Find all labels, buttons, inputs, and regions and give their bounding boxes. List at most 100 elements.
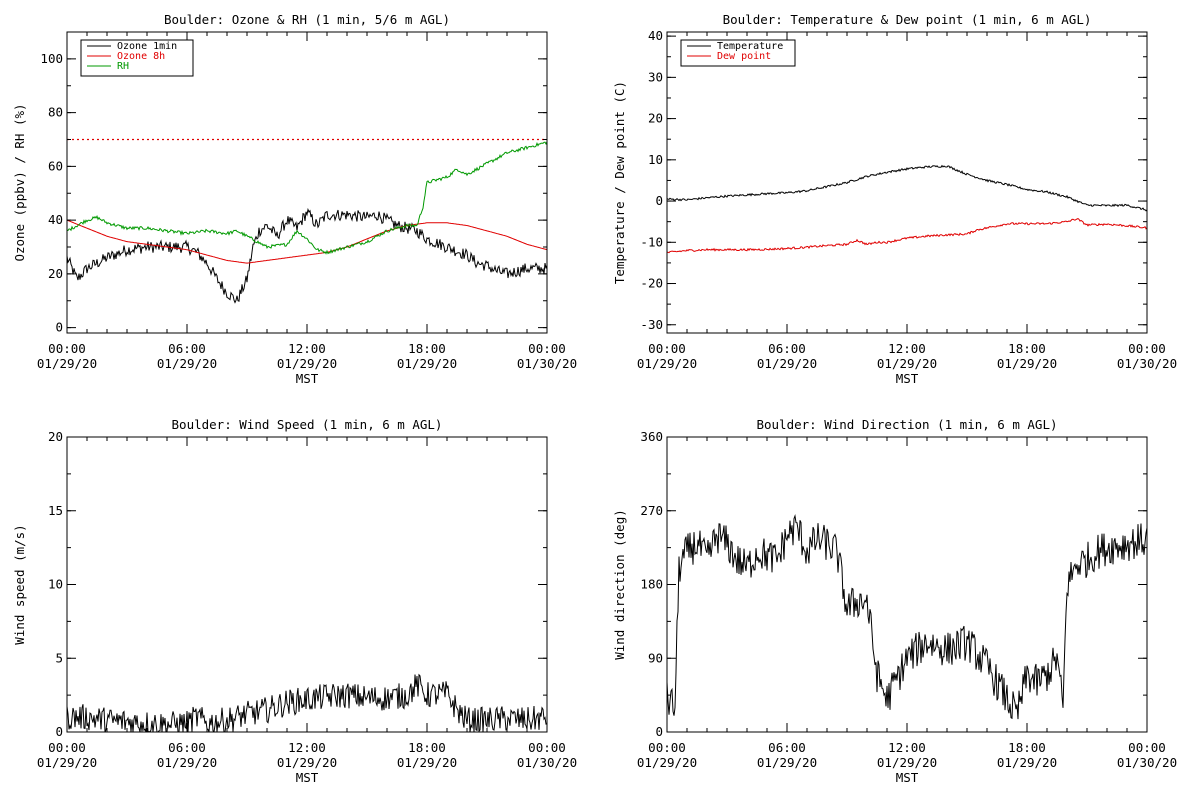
plot-frame bbox=[666, 436, 1148, 733]
x-tick-label-date: 01/30/20 bbox=[1117, 356, 1177, 371]
series-line-1 bbox=[667, 514, 1147, 720]
y-tick-label: 180 bbox=[640, 577, 663, 592]
y-tick-label: 90 bbox=[648, 650, 663, 665]
chart-title: Boulder: Temperature & Dew point (1 min,… bbox=[723, 12, 1092, 27]
x-tick-label-date: 01/29/20 bbox=[277, 755, 337, 770]
x-tick-label-date: 01/29/20 bbox=[397, 755, 457, 770]
x-tick-label-date: 01/30/20 bbox=[517, 356, 577, 371]
x-tick-label-date: 01/29/20 bbox=[637, 356, 697, 371]
x-tick-label-date: 01/29/20 bbox=[757, 755, 817, 770]
x-tick-label-time: 18:00 bbox=[408, 740, 446, 755]
x-tick-label-date: 01/29/20 bbox=[37, 356, 97, 371]
x-tick-label-time: 12:00 bbox=[288, 740, 326, 755]
x-tick-label-time: 18:00 bbox=[1008, 740, 1046, 755]
x-tick-label-time: 00:00 bbox=[648, 740, 686, 755]
x-tick-label-time: 12:00 bbox=[288, 341, 326, 356]
series-line-3 bbox=[67, 141, 547, 255]
series-line-2 bbox=[67, 219, 547, 264]
plot-frame bbox=[66, 436, 548, 733]
x-tick-label-date: 01/29/20 bbox=[37, 755, 97, 770]
y-tick-label: 60 bbox=[48, 158, 63, 173]
x-tick-label-date: 01/29/20 bbox=[877, 755, 937, 770]
x-tick-label-date: 01/29/20 bbox=[997, 356, 1057, 371]
y-tick-label: 30 bbox=[648, 69, 663, 84]
x-tick-label-time: 00:00 bbox=[528, 341, 566, 356]
x-tick-label-date: 01/29/20 bbox=[757, 356, 817, 371]
y-tick-label: 0 bbox=[55, 724, 63, 739]
legend-entry: Ozone 1min bbox=[117, 41, 177, 52]
x-tick-label-date: 01/30/20 bbox=[1117, 755, 1177, 770]
series-line-1 bbox=[667, 164, 1147, 212]
chart-title: Boulder: Ozone & RH (1 min, 5/6 m AGL) bbox=[164, 12, 450, 27]
x-tick-label-date: 01/29/20 bbox=[157, 755, 217, 770]
x-tick-label-time: 00:00 bbox=[648, 341, 686, 356]
x-tick-label-date: 01/30/20 bbox=[517, 755, 577, 770]
y-tick-label: 360 bbox=[640, 429, 663, 444]
x-axis-label: MST bbox=[896, 770, 919, 785]
plot-frame bbox=[666, 31, 1148, 334]
legend-entry: Temperature bbox=[717, 41, 783, 52]
x-tick-label-date: 01/29/20 bbox=[397, 356, 457, 371]
y-tick-label: -20 bbox=[640, 276, 663, 291]
x-tick-label-time: 06:00 bbox=[768, 341, 806, 356]
y-tick-label: 0 bbox=[55, 320, 63, 335]
chart-title: Boulder: Wind Direction (1 min, 6 m AGL) bbox=[756, 417, 1057, 432]
y-tick-label: 15 bbox=[48, 503, 63, 518]
x-tick-label-date: 01/29/20 bbox=[157, 356, 217, 371]
y-tick-label: -10 bbox=[640, 234, 663, 249]
chart-title: Boulder: Wind Speed (1 min, 6 m AGL) bbox=[172, 417, 443, 432]
y-tick-label: 5 bbox=[55, 650, 63, 665]
x-tick-label-time: 18:00 bbox=[408, 341, 446, 356]
x-tick-label-time: 12:00 bbox=[888, 740, 926, 755]
x-tick-label-date: 01/29/20 bbox=[997, 755, 1057, 770]
y-tick-label: 20 bbox=[48, 266, 63, 281]
x-tick-label-time: 00:00 bbox=[528, 740, 566, 755]
y-tick-label: 20 bbox=[648, 111, 663, 126]
x-tick-label-time: 12:00 bbox=[888, 341, 926, 356]
x-tick-label-date: 01/29/20 bbox=[277, 356, 337, 371]
legend-entry: Dew point bbox=[717, 51, 771, 62]
y-axis-label: Ozone (ppbv) / RH (%) bbox=[12, 103, 27, 261]
y-tick-label: 20 bbox=[48, 429, 63, 444]
x-axis-label: MST bbox=[896, 371, 919, 386]
chart-panel-1: Boulder: Ozone & RH (1 min, 5/6 m AGL) 0 2… bbox=[12, 12, 577, 386]
x-tick-label-time: 00:00 bbox=[1128, 341, 1166, 356]
x-tick-label-date: 01/29/20 bbox=[877, 356, 937, 371]
x-tick-label-time: 06:00 bbox=[168, 740, 206, 755]
x-tick-label-time: 06:00 bbox=[768, 740, 806, 755]
y-tick-label: 0 bbox=[655, 724, 663, 739]
series-line-1 bbox=[67, 673, 547, 732]
legend-entry: Ozone 8h bbox=[117, 51, 165, 62]
y-axis-label: Temperature / Dew point (C) bbox=[612, 81, 627, 284]
legend-entry: RH bbox=[117, 61, 129, 72]
legend-box bbox=[680, 39, 796, 67]
chart-panel-2: Boulder: Temperature & Dew point (1 min,… bbox=[612, 12, 1177, 386]
plot-frame bbox=[66, 31, 548, 334]
x-tick-label-time: 18:00 bbox=[1008, 341, 1046, 356]
y-tick-label: 10 bbox=[648, 152, 663, 167]
y-axis-label: Wind speed (m/s) bbox=[12, 524, 27, 644]
series-line-1 bbox=[67, 207, 547, 304]
y-axis-label: Wind direction (deg) bbox=[612, 509, 627, 660]
x-axis-label: MST bbox=[296, 770, 319, 785]
x-axis-label: MST bbox=[296, 371, 319, 386]
x-tick-label-time: 00:00 bbox=[48, 740, 86, 755]
x-tick-label-date: 01/29/20 bbox=[637, 755, 697, 770]
x-tick-label-time: 00:00 bbox=[1128, 740, 1166, 755]
chart-panel-3: Boulder: Wind Speed (1 min, 6 m AGL) 0 5 10… bbox=[12, 417, 577, 785]
y-tick-label: 270 bbox=[640, 503, 663, 518]
x-tick-label-time: 00:00 bbox=[48, 341, 86, 356]
y-tick-label: -30 bbox=[640, 317, 663, 332]
series-line-2 bbox=[667, 218, 1147, 254]
y-tick-label: 80 bbox=[48, 105, 63, 120]
chart-panel-4: Boulder: Wind Direction (1 min, 6 m AGL)… bbox=[612, 417, 1177, 785]
y-tick-label: 40 bbox=[648, 28, 663, 43]
y-tick-label: 40 bbox=[48, 212, 63, 227]
y-tick-label: 0 bbox=[655, 193, 663, 208]
y-tick-label: 10 bbox=[48, 577, 63, 592]
y-tick-label: 100 bbox=[40, 51, 63, 66]
